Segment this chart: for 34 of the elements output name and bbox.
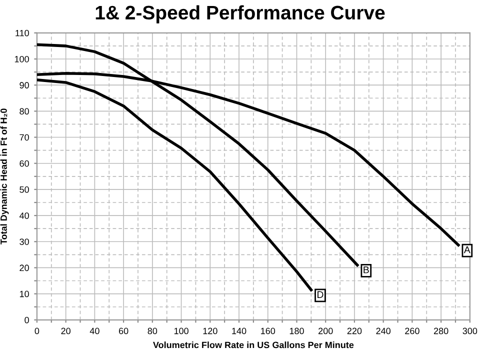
y-tick-label: 90 bbox=[20, 82, 29, 88]
y-tick-label: 10 bbox=[20, 290, 29, 298]
y-tick-label: 70 bbox=[20, 134, 29, 141]
x-tick-label: 140 bbox=[232, 328, 246, 334]
y-tick-label: 100 bbox=[14, 56, 29, 62]
y-axis-title: Total Dynamic Head in Ft of H₂0 bbox=[0, 108, 9, 244]
x-tick-label: 80 bbox=[148, 328, 158, 334]
x-tick-label: 300 bbox=[462, 328, 478, 334]
x-tick-label: 260 bbox=[405, 328, 420, 334]
x-axis-title: Volumetric Flow Rate in US Gallons Per Minute bbox=[153, 342, 354, 348]
y-tick-label: 30 bbox=[20, 238, 29, 245]
y-tick-label: 80 bbox=[20, 108, 29, 115]
x-tick-label: 60 bbox=[118, 328, 128, 334]
x-tick-label: 280 bbox=[434, 328, 448, 334]
x-tick-label: 20 bbox=[61, 328, 70, 334]
series-label: B bbox=[364, 266, 369, 274]
y-tick-label: 0 bbox=[24, 316, 29, 324]
chart-title: 1& 2-Speed Performance Curve bbox=[96, 5, 385, 24]
x-tick-label: 100 bbox=[174, 328, 188, 334]
y-tick-label: 40 bbox=[19, 212, 29, 219]
x-tick-label: 240 bbox=[376, 328, 391, 334]
series-label: D bbox=[318, 291, 324, 298]
y-tick-label: 110 bbox=[16, 30, 29, 36]
y-tick-label: 50 bbox=[20, 186, 29, 193]
y-tick-label: 60 bbox=[20, 160, 29, 167]
x-tick-label: 0 bbox=[34, 328, 40, 334]
series-label: A bbox=[464, 246, 470, 254]
x-tick-label: 120 bbox=[203, 328, 218, 334]
x-tick-label: 200 bbox=[318, 328, 333, 334]
x-tick-label: 160 bbox=[261, 328, 276, 334]
x-tick-label: 220 bbox=[347, 328, 362, 334]
x-tick-label: 40 bbox=[90, 328, 100, 334]
y-tick-label: 20 bbox=[20, 264, 29, 272]
x-tick-label: 180 bbox=[290, 328, 304, 334]
